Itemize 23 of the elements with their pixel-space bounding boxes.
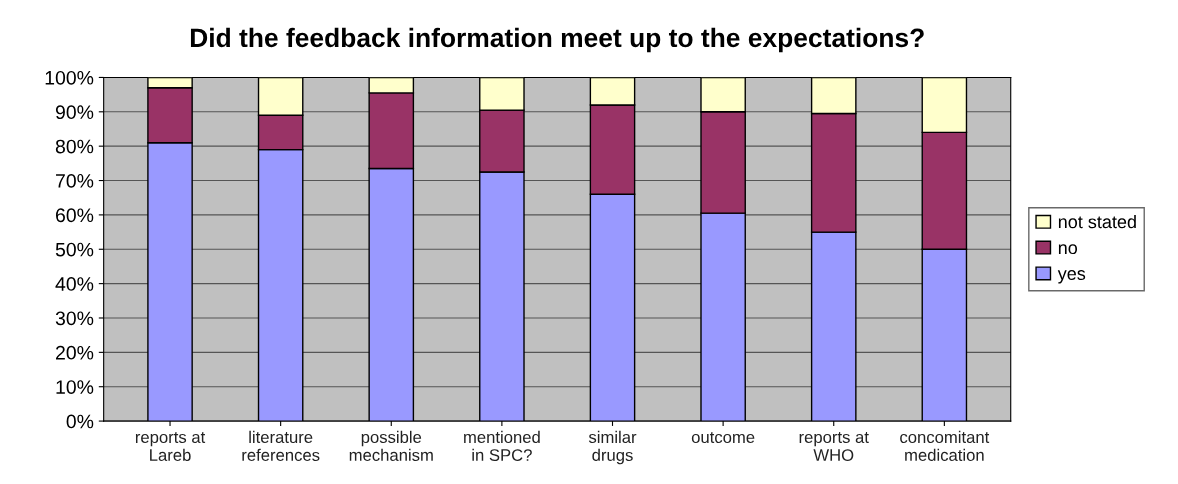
y-tick-label: 70%	[56, 174, 94, 188]
x-tick-label: reports at Lareb	[135, 432, 206, 461]
y-tick-label: 50%	[55, 242, 94, 257]
y-tick-label: 0%	[66, 414, 94, 429]
y-tick-label: 100%	[45, 70, 94, 85]
x-tick-label: concomitant medication	[900, 430, 990, 461]
x-tick-label: possible mechanism	[349, 430, 433, 461]
x-tick-label: mentioned in SPC?	[464, 430, 540, 461]
legend-label: no	[1058, 244, 1078, 255]
y-tick-label: 60%	[56, 208, 94, 223]
x-tick-label: outcome	[691, 432, 755, 444]
x-tick-label: literature references	[242, 430, 320, 461]
y-tick-label: 80%	[55, 139, 94, 154]
y-tick-label: 20%	[56, 345, 94, 360]
chart-title: Did the feedback information meet up to the expectations?	[190, 27, 924, 53]
x-tick-label: reports at WHO	[799, 432, 869, 461]
x-tick-label: similar drugs	[588, 430, 637, 465]
legend-label: not stated	[1058, 214, 1136, 229]
legend-label: yes	[1057, 270, 1086, 284]
y-tick-label: 40%	[55, 277, 94, 291]
y-tick-label: 90%	[55, 105, 94, 120]
y-tick-label: 30%	[55, 311, 94, 326]
y-tick-label: 10%	[56, 380, 94, 394]
